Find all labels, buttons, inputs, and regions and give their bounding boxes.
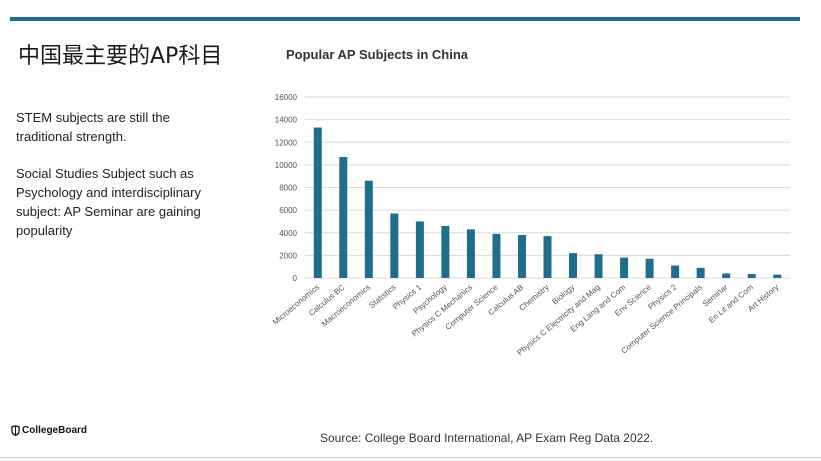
bar bbox=[594, 254, 603, 278]
bar bbox=[645, 258, 654, 278]
bar bbox=[364, 180, 373, 278]
bar bbox=[620, 257, 629, 278]
stem-strength-text: STEM subjects are still the traditional … bbox=[16, 110, 170, 144]
bar bbox=[543, 236, 552, 278]
bar bbox=[339, 156, 348, 278]
bottom-rule bbox=[0, 457, 821, 458]
y-tick-label: 2000 bbox=[279, 251, 297, 260]
source-note: Source: College Board International, AP … bbox=[320, 431, 654, 445]
x-tick-label: En Lit and Com bbox=[707, 282, 755, 325]
social-studies-text: Social Studies Subject such as Psycholog… bbox=[16, 166, 201, 238]
top-accent-rule bbox=[10, 17, 800, 21]
bar bbox=[313, 127, 322, 278]
bar bbox=[747, 274, 756, 278]
y-tick-label: 10000 bbox=[275, 161, 298, 170]
bar-chart: 0200040006000800010000120001400016000Mic… bbox=[271, 93, 790, 357]
collegeboard-logo: CollegeBoard bbox=[11, 425, 87, 436]
bar bbox=[671, 265, 680, 278]
bar bbox=[569, 253, 578, 278]
bar bbox=[466, 229, 475, 278]
y-tick-label: 6000 bbox=[279, 206, 297, 215]
bar bbox=[492, 233, 501, 278]
bar bbox=[441, 225, 450, 278]
y-tick-label: 8000 bbox=[279, 184, 297, 193]
bar bbox=[517, 235, 526, 278]
y-tick-label: 0 bbox=[293, 274, 298, 283]
bar bbox=[722, 273, 731, 278]
y-tick-label: 14000 bbox=[275, 116, 298, 125]
acorn-logo-icon bbox=[11, 425, 20, 436]
slide-title: 中国最主要的AP科目 bbox=[18, 44, 223, 69]
y-tick-label: 4000 bbox=[279, 229, 297, 238]
chart-title: Popular AP Subjects in China bbox=[286, 47, 469, 62]
bar bbox=[390, 213, 399, 278]
y-tick-label: 12000 bbox=[275, 138, 298, 147]
y-tick-label: 16000 bbox=[275, 93, 298, 102]
bar bbox=[696, 267, 705, 278]
logo-text: CollegeBoard bbox=[22, 425, 88, 436]
bar bbox=[773, 274, 782, 278]
bar bbox=[415, 221, 424, 278]
